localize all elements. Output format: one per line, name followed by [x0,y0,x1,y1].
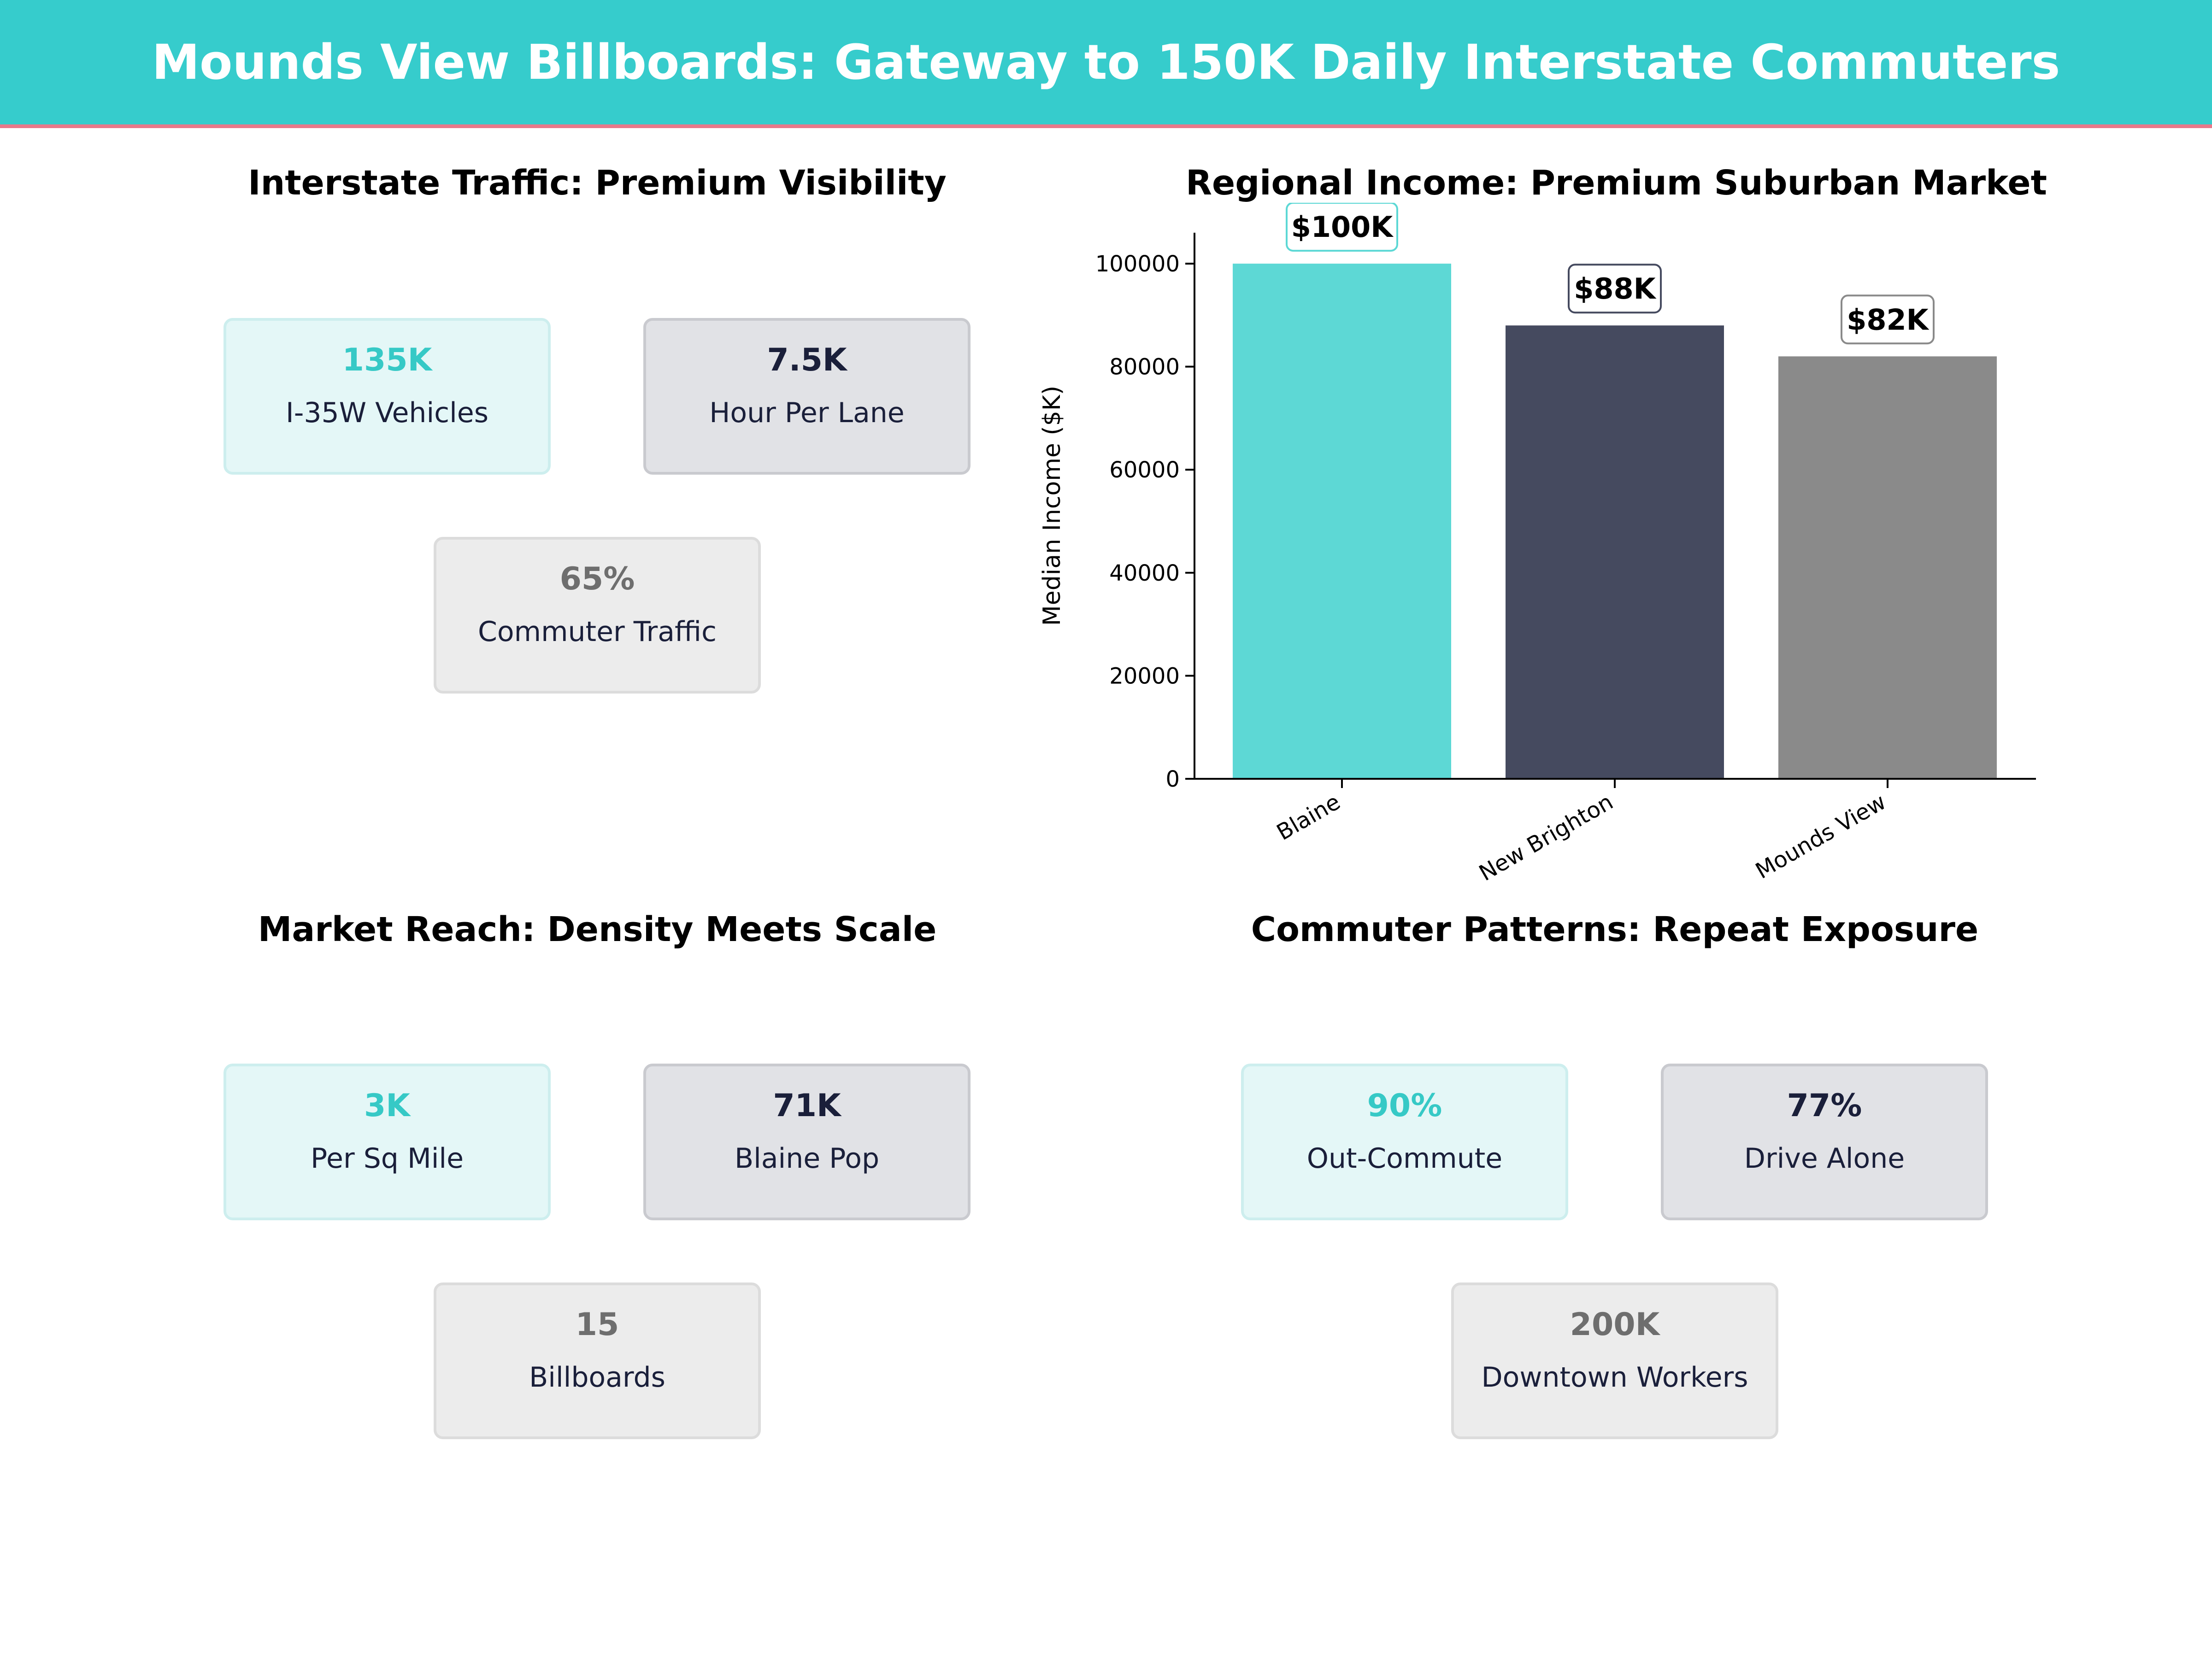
traffic-card-vehicles: 135K I-35W Vehicles [224,318,551,475]
reach-card-density-value: 3K [364,1088,410,1124]
income-bar-chart: Median Income ($K) 0 20000 40000 60000 80000 1… [1038,203,2036,886]
commute-card-outcommute-label: Out-Commute [1306,1142,1503,1175]
commute-card-downtown: 200K Downtown Workers [1451,1282,1778,1439]
y-tick-label: 20000 [1109,663,1180,689]
y-tick-label: 80000 [1109,354,1180,380]
traffic-panel-title: Interstate Traffic: Premium Visibility [248,163,947,203]
reach-card-billboards-label: Billboards [529,1361,665,1394]
y-tick-label: 40000 [1109,560,1180,586]
commute-card-outcommute: 90% Out-Commute [1241,1064,1568,1220]
traffic-card-lane: 7.5K Hour Per Lane [643,318,971,475]
reach-card-billboards: 15 Billboards [434,1282,761,1439]
y-tick-label: 100000 [1095,251,1180,277]
header-banner: Mounds View Billboards: Gateway to 150K … [0,0,2212,128]
data-label: $82K [1847,303,1929,336]
reach-card-density: 3K Per Sq Mile [224,1064,551,1220]
traffic-card-lane-label: Hour Per Lane [709,397,905,429]
bar-mounds-view [1778,356,1997,779]
commute-card-downtown-value: 200K [1570,1306,1660,1343]
data-label-box [1568,264,1662,314]
reach-card-billboards-value: 15 [575,1306,619,1343]
bar-blaine [1233,264,1451,779]
data-label-box [1286,203,1398,252]
x-tick-label: Mounds View [1751,789,1890,884]
data-label: $88K [1574,272,1656,306]
x-tick-label: New Brighton [1475,789,1618,886]
commute-card-drivealone-value: 77% [1787,1088,1862,1124]
y-tick-label: 0 [1165,766,1180,792]
commute-panel-title: Commuter Patterns: Repeat Exposure [1251,910,1979,949]
reach-card-population: 71K Blaine Pop [643,1064,971,1220]
income-panel-title: Regional Income: Premium Suburban Market [1186,163,2047,203]
traffic-card-vehicles-value: 135K [342,342,432,378]
reach-card-density-label: Per Sq Mile [311,1142,464,1175]
commute-card-outcommute-value: 90% [1367,1088,1442,1124]
data-label-box [1841,294,1935,345]
traffic-card-commuter-value: 65% [559,561,635,597]
commute-card-drivealone-label: Drive Alone [1744,1142,1905,1175]
commute-card-drivealone: 77% Drive Alone [1661,1064,1988,1220]
reach-panel-title: Market Reach: Density Meets Scale [258,910,937,949]
x-tick-label: Blaine [1272,789,1345,846]
commute-card-downtown-label: Downtown Workers [1481,1361,1748,1394]
reach-card-population-value: 71K [773,1088,841,1124]
traffic-card-lane-value: 7.5K [767,342,847,378]
reach-card-population-label: Blaine Pop [734,1142,880,1175]
page-title: Mounds View Billboards: Gateway to 150K … [152,34,2060,90]
bar-new-brighton [1506,325,1724,779]
y-tick-label: 60000 [1109,457,1180,483]
traffic-card-commuter-label: Commuter Traffic [478,616,717,648]
data-label: $100K [1291,210,1394,244]
traffic-card-commuter: 65% Commuter Traffic [434,537,761,694]
traffic-card-vehicles-label: I-35W Vehicles [286,397,488,429]
y-axis-label: Median Income ($K) [1038,386,1066,626]
